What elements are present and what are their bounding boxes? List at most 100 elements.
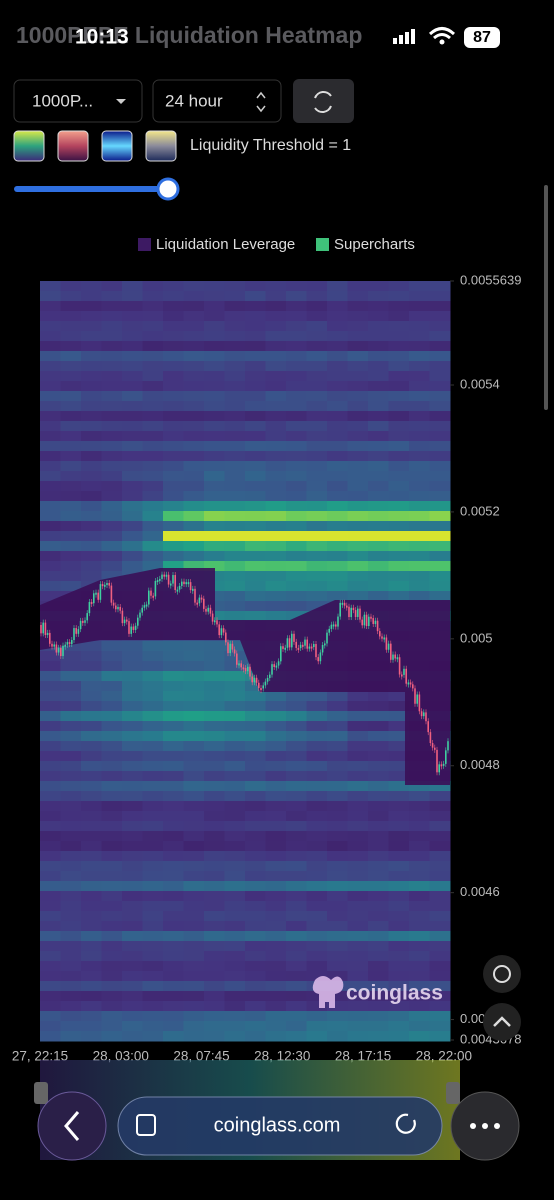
heat-cell — [306, 421, 328, 432]
heat-cell — [347, 361, 369, 372]
heat-cell — [368, 881, 389, 892]
heat-cell — [265, 431, 287, 442]
heat-cell — [142, 531, 164, 542]
heat-cell — [347, 591, 369, 602]
address-bar[interactable] — [117, 1096, 443, 1156]
scroll-top-button[interactable] — [483, 1003, 521, 1041]
heat-cell — [204, 331, 225, 342]
heat-cell — [40, 361, 61, 372]
heat-cell — [81, 561, 102, 572]
heat-cell — [101, 841, 123, 852]
heat-cell — [368, 341, 389, 352]
candle — [165, 574, 168, 577]
heat-cell — [183, 791, 205, 802]
heat-cell — [388, 421, 410, 432]
heat-cell — [40, 911, 61, 922]
heat-cell — [142, 931, 164, 942]
candle — [128, 621, 130, 634]
candle — [152, 595, 154, 598]
refresh-button[interactable] — [293, 79, 354, 123]
heat-cell — [40, 801, 61, 812]
heat-cell — [183, 741, 205, 752]
candle — [282, 646, 284, 649]
heat-cell — [204, 951, 225, 962]
heat-cell — [286, 351, 307, 362]
heat-cell — [163, 641, 184, 652]
palette-swatch[interactable] — [57, 130, 89, 162]
candle — [317, 657, 319, 662]
heat-cell — [286, 871, 307, 882]
heat-cell — [327, 701, 348, 712]
heat-cell — [101, 391, 123, 402]
symbol-select[interactable] — [13, 79, 143, 123]
heat-cell — [347, 391, 369, 402]
heat-cell — [347, 381, 369, 392]
heat-cell — [368, 851, 389, 862]
y-tick-label: 0.005 — [460, 630, 493, 645]
heat-cell — [81, 551, 102, 562]
range-handle[interactable] — [446, 1082, 460, 1104]
heat-cell — [60, 941, 82, 952]
heat-cell — [122, 751, 143, 762]
candle — [275, 665, 278, 668]
heat-cell — [265, 801, 287, 812]
heat-cell — [245, 491, 266, 502]
heat-cell — [409, 861, 430, 872]
palette-swatch[interactable] — [101, 130, 133, 162]
threshold-slider[interactable] — [14, 186, 170, 192]
heat-cell — [40, 891, 61, 902]
heat-cell — [306, 801, 328, 812]
candle — [321, 644, 324, 653]
heat-cell — [183, 551, 205, 562]
heat-cell — [122, 911, 143, 922]
heat-cell — [204, 811, 225, 822]
candle — [425, 712, 427, 722]
candle — [374, 620, 377, 624]
range-handle[interactable] — [34, 1082, 48, 1104]
heat-cell — [327, 921, 348, 932]
palette-swatch[interactable] — [13, 130, 45, 162]
heat-cell — [429, 861, 451, 872]
candle — [436, 749, 438, 773]
heat-cell — [286, 331, 307, 342]
heat-cell — [122, 501, 143, 512]
heat-cell — [142, 781, 164, 792]
heat-cell — [245, 581, 266, 592]
settings-button[interactable] — [483, 955, 521, 993]
heat-cell — [306, 451, 328, 462]
heat-cell — [409, 411, 430, 422]
slider-knob[interactable] — [156, 177, 180, 201]
heat-cell — [286, 951, 307, 962]
heat-cell — [81, 851, 102, 862]
heat-cell — [40, 791, 61, 802]
heat-cell — [224, 441, 246, 452]
candle — [350, 607, 352, 618]
heat-cell — [245, 471, 266, 482]
heat-cell — [409, 851, 430, 862]
heat-cell — [409, 501, 430, 512]
heat-cell — [368, 701, 389, 712]
heat-cell — [265, 971, 287, 982]
heat-cell — [245, 821, 266, 832]
heat-cell — [40, 531, 61, 542]
heat-cell — [40, 711, 61, 722]
heat-cell — [224, 641, 246, 652]
heat-cell — [368, 521, 389, 532]
back-button[interactable] — [37, 1091, 107, 1161]
heat-cell — [347, 911, 369, 922]
heat-cell — [429, 591, 451, 602]
heat-cell — [388, 551, 410, 562]
heat-cell — [183, 331, 205, 342]
palette-swatch[interactable] — [145, 130, 177, 162]
heat-cell — [60, 501, 82, 512]
heat-cell — [60, 751, 82, 762]
candle — [40, 625, 42, 634]
watermark: coinglass — [346, 982, 443, 1005]
heat-cell — [286, 521, 307, 532]
range-select[interactable] — [152, 79, 282, 123]
candle — [337, 616, 339, 627]
heat-cell — [409, 351, 430, 362]
heat-cell — [327, 371, 348, 382]
heat-cell — [388, 1011, 410, 1022]
heat-cell — [306, 741, 328, 752]
